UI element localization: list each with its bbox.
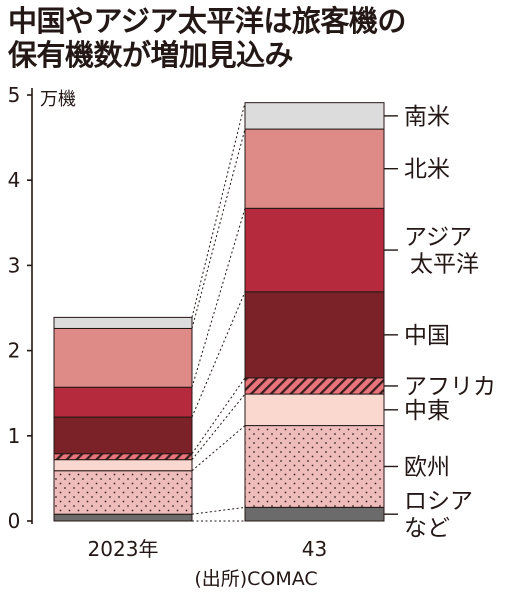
x-axis-labels: 2023年 43 bbox=[88, 537, 328, 561]
y-tick-label: 4 bbox=[8, 168, 21, 192]
y-axis: 0 1 2 3 4 5 万機 bbox=[8, 83, 76, 533]
series-label: 中国 bbox=[404, 323, 450, 349]
y-tick-label: 2 bbox=[8, 339, 21, 363]
series-label: 南米 bbox=[404, 104, 450, 130]
y-tick-label: 3 bbox=[8, 253, 21, 277]
bars bbox=[53, 102, 385, 522]
bar-segment-second-3 bbox=[244, 393, 385, 427]
bar-segment-second-7 bbox=[244, 128, 385, 209]
y-tick-label: 0 bbox=[8, 509, 21, 533]
bar-segment-first-1 bbox=[53, 513, 193, 522]
series-label: アフリカ bbox=[404, 374, 496, 400]
bar-segment-second-4 bbox=[244, 377, 385, 395]
series-label: 北米 bbox=[404, 157, 450, 183]
series-label: 中東 bbox=[404, 398, 450, 424]
series-label: ロシアなど bbox=[404, 489, 473, 542]
chart-title-line-2: 保有機数が増加見込み bbox=[8, 38, 294, 72]
connector-line bbox=[191, 393, 246, 460]
connector-line bbox=[191, 128, 246, 329]
connector-line bbox=[191, 377, 246, 454]
chart-title: 中国やアジア太平洋は旅客機の 保有機数が増加見込み bbox=[8, 4, 508, 72]
bar-segment-first-6 bbox=[53, 386, 193, 418]
y-tick-label: 1 bbox=[8, 424, 21, 448]
bar-segment-first-8 bbox=[53, 316, 193, 329]
series-label: 欧州 bbox=[404, 454, 450, 480]
bar-segment-second-5 bbox=[244, 291, 385, 379]
connector-line bbox=[191, 102, 246, 318]
y-axis-unit: 万機 bbox=[40, 89, 76, 110]
bar-segment-second-8 bbox=[244, 102, 385, 130]
bar-segment-second-6 bbox=[244, 207, 385, 293]
bar-segment-first-7 bbox=[53, 327, 193, 388]
connector-line bbox=[191, 291, 246, 418]
bar-segment-first-4 bbox=[53, 453, 193, 461]
y-tick-label: 5 bbox=[8, 83, 21, 107]
x-category-label: 2023年 bbox=[88, 537, 159, 561]
bar-segment-second-1 bbox=[244, 506, 385, 522]
connector-line bbox=[191, 506, 246, 515]
connector-lines bbox=[191, 102, 246, 522]
source-note: (出所)COMAC bbox=[194, 568, 318, 590]
bar-segment-first-5 bbox=[53, 416, 193, 455]
bar-segment-first-3 bbox=[53, 459, 193, 472]
series-label: アジア太平洋 bbox=[404, 225, 479, 278]
bar-segment-second-2 bbox=[244, 425, 385, 508]
bar-segment-first-2 bbox=[53, 470, 193, 515]
x-category-label: 43 bbox=[302, 537, 327, 561]
connector-line bbox=[191, 425, 246, 472]
chart-title-line-1: 中国やアジア太平洋は旅客機の bbox=[8, 4, 406, 38]
